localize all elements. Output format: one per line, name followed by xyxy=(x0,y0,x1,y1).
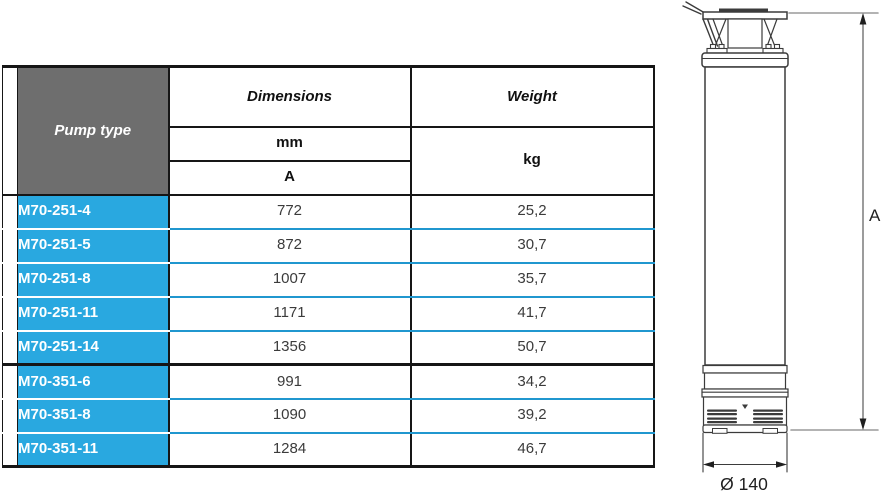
left-gutter xyxy=(2,66,18,196)
pump-type-cell: M70-351-8 xyxy=(17,398,170,434)
weight-cell: 30,7 xyxy=(409,228,654,264)
dimension-a-cell: 772 xyxy=(168,194,411,230)
left-gutter-cell xyxy=(2,364,18,400)
height-dimension-label: A xyxy=(869,206,881,225)
dimension-a-cell: 1171 xyxy=(168,296,411,332)
diameter-dimension-lines xyxy=(702,432,788,473)
pump-lower-section xyxy=(701,364,789,426)
left-gutter-cell xyxy=(2,228,18,264)
pump-base xyxy=(702,424,788,434)
table-row-series-end: M70-251-14 1356 50,7 xyxy=(2,330,654,366)
table-row: M70-351-6 991 34,2 xyxy=(2,364,654,400)
header-row-units: mm kg xyxy=(3,126,654,196)
weight-cell: 41,7 xyxy=(409,296,654,332)
dimension-a-cell: 872 xyxy=(168,228,411,264)
height-dimension-lines xyxy=(788,12,879,431)
pump-type-cell: M70-251-5 xyxy=(17,228,170,264)
dimension-a-cell: 991 xyxy=(168,364,411,400)
left-gutter-cell xyxy=(2,262,18,298)
weight-cell: 46,7 xyxy=(409,432,654,467)
header-row-main: Pump type Dimensions Weight xyxy=(2,66,654,196)
unit-header-kg: kg xyxy=(409,126,654,196)
weight-cell: 50,7 xyxy=(409,330,654,366)
table-row: M70-251-8 1007 35,7 xyxy=(2,262,654,298)
pump-type-cell: M70-251-11 xyxy=(17,296,170,332)
table-row: M70-251-4 772 25,2 xyxy=(2,194,654,230)
dim-letter-header-a: A xyxy=(168,160,411,196)
dimension-a-cell: 1007 xyxy=(168,262,411,298)
pump-top-plate xyxy=(702,8,788,20)
left-gutter-cell xyxy=(2,432,18,468)
pump-spec-table: Pump type Dimensions Weight mm kg A M70-… xyxy=(2,65,655,468)
dimension-a-cell: 1090 xyxy=(168,398,411,434)
dimension-arrowheads xyxy=(703,13,867,468)
pump-bolt-flanges xyxy=(706,43,784,54)
pump-type-cell: M70-351-11 xyxy=(17,432,170,467)
table-row: M70-251-5 872 30,7 xyxy=(2,228,654,264)
weight-cell: 34,2 xyxy=(409,364,654,400)
weight-cell: 35,7 xyxy=(409,262,654,298)
pump-cable-lines xyxy=(682,1,719,48)
table-row: M70-351-8 1090 39,2 xyxy=(2,398,654,434)
column-header-dimensions: Dimensions xyxy=(168,66,411,128)
column-header-pump-type: Pump type xyxy=(17,66,170,196)
left-gutter-cell xyxy=(2,194,18,230)
diameter-dimension-label: Ø 140 xyxy=(720,474,768,494)
pump-top-cap xyxy=(701,52,789,68)
pump-strainer-slots xyxy=(707,404,783,424)
pump-type-cell: M70-251-4 xyxy=(17,194,170,230)
weight-cell: 25,2 xyxy=(409,194,654,230)
weight-cell: 39,2 xyxy=(409,398,654,434)
pump-type-cell: M70-251-14 xyxy=(17,330,170,366)
table-row: M70-251-11 1171 41,7 xyxy=(2,296,654,332)
left-gutter-cell xyxy=(2,330,18,366)
unit-header-mm: mm xyxy=(168,126,411,162)
column-header-weight: Weight xyxy=(409,66,654,128)
dimension-a-cell: 1284 xyxy=(168,432,411,467)
pump-support-truss xyxy=(712,18,778,49)
pump-type-cell: M70-351-6 xyxy=(17,364,170,400)
table-row: M70-351-11 1284 46,7 xyxy=(2,432,654,468)
header-row-dim-letter: A xyxy=(3,160,654,196)
pump-body xyxy=(704,66,786,366)
dimension-a-cell: 1356 xyxy=(168,330,411,366)
pump-type-cell: M70-251-8 xyxy=(17,262,170,298)
left-gutter-cell xyxy=(2,398,18,434)
left-gutter-cell xyxy=(2,296,18,332)
